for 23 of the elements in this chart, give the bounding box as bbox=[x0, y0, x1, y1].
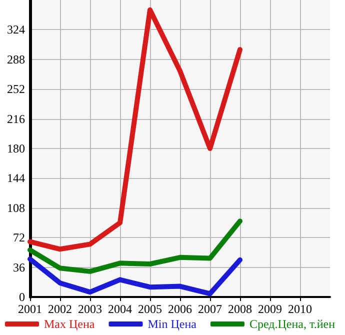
y-tick-label: 180 bbox=[7, 142, 25, 156]
y-tick-label: 36 bbox=[13, 260, 25, 274]
x-tick-label: 2003 bbox=[78, 302, 102, 316]
x-tick-label: 2006 bbox=[168, 302, 192, 316]
legend-label: Max Цена bbox=[44, 317, 96, 331]
x-tick-label: 2002 bbox=[48, 302, 72, 316]
y-tick-label: 288 bbox=[7, 52, 25, 66]
y-tick-label: 216 bbox=[7, 112, 25, 126]
x-tick-label: 2007 bbox=[198, 302, 222, 316]
x-tick-label: 2001 bbox=[18, 302, 42, 316]
x-tick-label: 2005 bbox=[138, 302, 162, 316]
y-tick-label: 0 bbox=[19, 290, 25, 304]
y-tick-label: 324 bbox=[7, 22, 25, 37]
x-tick-label: 2009 bbox=[258, 302, 282, 316]
y-tick-label: 72 bbox=[13, 230, 25, 245]
x-tick-label: 2008 bbox=[228, 302, 252, 316]
x-tick-label: 2004 bbox=[108, 302, 132, 316]
y-tick-label: 252 bbox=[7, 82, 25, 96]
legend-label: Сред.Цена, т.йен bbox=[249, 317, 336, 331]
x-tick-label: 2010 bbox=[288, 302, 312, 316]
legend-label: Min Цена bbox=[148, 317, 198, 331]
y-tick-label: 108 bbox=[7, 200, 25, 215]
y-tick-label: 144 bbox=[7, 171, 25, 186]
